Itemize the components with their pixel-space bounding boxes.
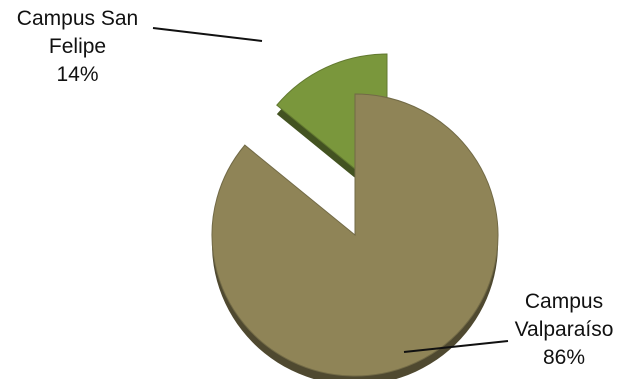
leader-lines bbox=[152, 27, 509, 353]
pie-slice-1 bbox=[211, 93, 499, 377]
slice-1-label-line-1: Campus bbox=[524, 290, 604, 313]
pie-slices bbox=[211, 53, 499, 379]
slice-label-campus-valparaiso: Campus Valparaíso 86% bbox=[500, 288, 628, 372]
slice-1-label-line-2: Valparaíso bbox=[514, 318, 614, 341]
leader-line-1 bbox=[403, 340, 509, 353]
slice-0-value-label: 14% bbox=[56, 63, 99, 86]
leader-line-0 bbox=[152, 27, 263, 42]
slice-label-campus-san-felipe: Campus San Felipe 14% bbox=[0, 5, 155, 89]
slice-0-label-line-2: Felipe bbox=[48, 35, 107, 58]
slice-0-label-line-1: Campus San bbox=[16, 7, 139, 30]
slice-1-value-label: 86% bbox=[542, 346, 586, 369]
